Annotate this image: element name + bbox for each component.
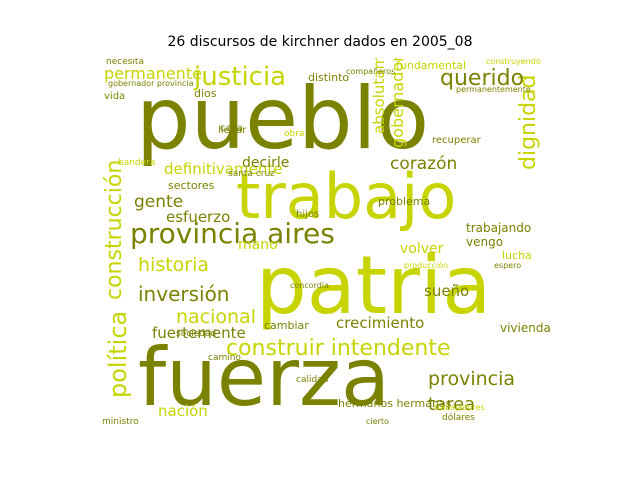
cloud-word: bandera <box>118 158 156 168</box>
cloud-word: inversión <box>138 282 230 306</box>
cloud-word: concordia <box>290 281 330 290</box>
cloud-word: mano <box>238 237 278 253</box>
cloud-word: hermanos hermanas <box>338 397 452 410</box>
cloud-word: decirle <box>242 155 290 171</box>
cloud-word: distinto <box>308 71 350 84</box>
cloud-word: problema <box>378 195 431 208</box>
cloud-word: calidad <box>296 375 329 385</box>
cloud-word: construcción <box>102 159 127 300</box>
cloud-word: tarea <box>428 394 476 415</box>
cloud-word: sociedad <box>176 329 217 339</box>
cloud-word: política <box>104 310 132 398</box>
cloud-word: construyendo <box>486 58 541 66</box>
cloud-word: provincia aires <box>130 217 335 250</box>
cloud-word: corazón <box>390 154 458 174</box>
cloud-word: pueblo <box>136 69 430 169</box>
cloud-word: camino <box>208 353 241 363</box>
cloud-word: volver <box>400 241 444 257</box>
cloud-word: lucha <box>502 249 532 262</box>
cloud-word: crecimiento <box>336 314 425 332</box>
cloud-word: nación <box>158 402 208 420</box>
cloud-word: vida <box>104 91 126 102</box>
cloud-word: construir intendente <box>226 336 451 361</box>
cloud-word: hijos <box>296 209 320 220</box>
cloud-word: trabajo <box>236 160 457 233</box>
cloud-word: sueño <box>424 282 470 300</box>
cloud-word: historia <box>138 254 210 276</box>
cloud-word: santa cruz <box>228 169 275 179</box>
cloud-word: ministro <box>102 417 139 427</box>
cloud-word: espero <box>494 261 522 270</box>
cloud-word: definitivamente <box>164 160 283 178</box>
cloud-word: obra <box>284 129 305 139</box>
cloud-word: permanente <box>104 64 202 83</box>
cloud-word: permanentemente <box>456 85 531 94</box>
cloud-word: recuperar <box>432 135 481 146</box>
cloud-word: fundamental <box>396 59 467 72</box>
cloud-word: gente <box>134 192 184 212</box>
cloud-word: patria <box>256 239 492 332</box>
cloud-word: dólares <box>442 413 475 423</box>
cloud-word: querido <box>440 66 525 91</box>
cloud-word: trabajando <box>466 221 532 235</box>
cloud-word: producción <box>404 261 449 270</box>
cloud-word: gobernador provincia <box>108 79 194 88</box>
cloud-word: nacional <box>176 306 256 328</box>
cloud-word: trabajadores <box>434 403 485 412</box>
cloud-word: fuerza <box>138 331 390 424</box>
cloud-word: cierto <box>366 417 389 426</box>
cloud-word: justicia <box>194 62 287 92</box>
cloud-word: provincia <box>428 368 516 390</box>
word-cloud: pueblo patria fuerza trabajo provincia a… <box>96 58 550 430</box>
cloud-word: casa <box>220 123 243 134</box>
cloud-word: compañeros <box>346 67 396 76</box>
cloud-word: dios <box>194 87 217 100</box>
cloud-word: cambiar <box>264 319 309 332</box>
cloud-word: sectores <box>168 179 215 192</box>
cloud-word: esfuerzo <box>166 208 231 226</box>
cloud-word: vengo <box>466 235 504 249</box>
cloud-word: llegar <box>218 125 247 136</box>
chart-title: 26 discursos de kirchner dados en 2005_0… <box>167 34 473 50</box>
cloud-word: fuertemente <box>152 324 246 342</box>
cloud-word: necesita <box>106 58 144 67</box>
cloud-word: vivienda <box>500 321 550 335</box>
